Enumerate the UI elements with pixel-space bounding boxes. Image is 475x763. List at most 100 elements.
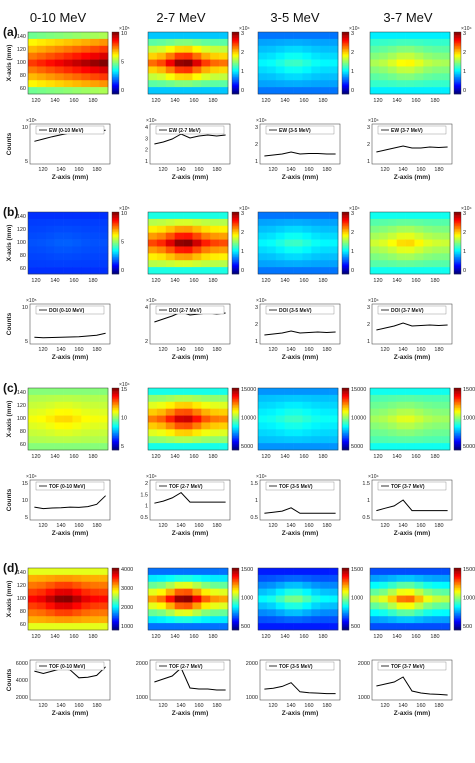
line-x-axis-label: Z-axis (mm) bbox=[52, 174, 88, 181]
colorbar-segment bbox=[342, 602, 349, 604]
heatmap-cell bbox=[165, 394, 175, 403]
colorbar-segment bbox=[342, 38, 349, 41]
colorbar-segment bbox=[454, 76, 461, 79]
heatmap-cell bbox=[81, 588, 91, 596]
line-xtick-label: 140 bbox=[398, 347, 407, 353]
heatmap-cell bbox=[284, 394, 294, 403]
heatmap-cell bbox=[165, 602, 175, 610]
colorbar-segment bbox=[342, 412, 349, 415]
heatmap-cell bbox=[302, 574, 312, 583]
heatmap-cell bbox=[156, 73, 167, 81]
heatmap-xtick-label: 160 bbox=[299, 634, 308, 640]
series-line bbox=[264, 682, 336, 695]
heatmap-cell bbox=[284, 232, 294, 240]
colorbar-segment bbox=[112, 267, 119, 270]
colorbar-segment bbox=[342, 398, 349, 401]
heatmap-xtick-label: 160 bbox=[69, 634, 78, 640]
colorbar-segment bbox=[342, 612, 349, 615]
line-xtick-label: 140 bbox=[56, 523, 65, 529]
heatmap-cell bbox=[284, 80, 294, 88]
colorbar-segment bbox=[342, 230, 349, 233]
heatmap-cell bbox=[81, 388, 91, 396]
heatmap-cell bbox=[28, 73, 38, 81]
column-header-3-5-mev: 3-5 MeV bbox=[270, 10, 319, 25]
colorbar-segment bbox=[454, 448, 461, 451]
heatmap-cell bbox=[148, 436, 158, 444]
heatmap-cell bbox=[36, 87, 47, 95]
heatmap-cell bbox=[405, 32, 415, 40]
heatmap-cell bbox=[45, 616, 55, 624]
colorbar-segment bbox=[232, 64, 239, 67]
colorbar-segment bbox=[454, 272, 461, 275]
colorbar-segment bbox=[454, 213, 461, 216]
heatmap-cell bbox=[432, 422, 442, 430]
colorbar-segment bbox=[342, 270, 349, 273]
heatmap-cell bbox=[183, 260, 193, 268]
heatmap-cell bbox=[148, 267, 158, 275]
heatmap-ytick-label: 120 bbox=[17, 227, 26, 233]
heatmap-cell bbox=[423, 232, 433, 240]
colorbar-segment bbox=[232, 431, 239, 434]
heatmap-cell bbox=[414, 429, 424, 437]
colorbar-segment bbox=[454, 420, 461, 423]
colorbar-segment bbox=[112, 588, 119, 590]
colorbar-segment bbox=[232, 42, 239, 45]
colorbar-segment bbox=[232, 244, 239, 247]
heatmap-cell bbox=[441, 401, 451, 409]
colorbar-segment bbox=[112, 577, 119, 580]
heatmap-cell bbox=[99, 443, 109, 451]
colorbar-segment bbox=[454, 394, 461, 397]
heatmap-cell bbox=[320, 45, 330, 53]
heatmap-cell bbox=[311, 568, 321, 576]
heatmap-cell bbox=[45, 436, 55, 444]
colorbar-segment bbox=[342, 81, 349, 84]
heatmap-cell bbox=[183, 246, 193, 254]
colorbar-segment bbox=[342, 272, 349, 275]
colorbar-tick-label: 3 bbox=[463, 31, 466, 37]
colorbar-segment bbox=[342, 583, 349, 586]
heatmap-cell bbox=[210, 443, 220, 451]
heatmap-cell bbox=[329, 422, 339, 430]
heatmap-cell bbox=[387, 59, 397, 67]
heatmap-cell bbox=[311, 45, 321, 53]
heatmap-xtick-label: 180 bbox=[318, 454, 327, 460]
heatmap-cell bbox=[414, 52, 424, 60]
heatmap-cell bbox=[432, 394, 442, 403]
colorbar-segment bbox=[342, 44, 349, 47]
heatmap-cell bbox=[54, 568, 64, 576]
heatmap-cell bbox=[432, 232, 442, 240]
heatmap-cell bbox=[81, 581, 91, 589]
heatmap-cell bbox=[405, 415, 415, 423]
heatmap-cell bbox=[72, 239, 82, 247]
line-xtick-label: 140 bbox=[286, 523, 295, 529]
colorbar-segment bbox=[112, 70, 119, 73]
heatmap-cell bbox=[183, 253, 193, 261]
series-line bbox=[154, 133, 226, 145]
colorbar-segment bbox=[112, 73, 119, 76]
colorbar-segment bbox=[112, 56, 119, 59]
heatmap-cell bbox=[302, 87, 312, 95]
heatmap-cell bbox=[192, 574, 202, 583]
colorbar-segment bbox=[112, 253, 119, 256]
heatmap-cell bbox=[266, 616, 277, 624]
heatmap-cell bbox=[293, 408, 303, 416]
colorbar-segment bbox=[454, 33, 461, 36]
series-line bbox=[264, 330, 336, 336]
heatmap-cell bbox=[302, 260, 312, 268]
colorbar-tick-label: 2000 bbox=[121, 605, 133, 611]
line-ytick-label: 1.5 bbox=[140, 492, 148, 498]
heatmap-cell bbox=[378, 73, 389, 81]
line-xtick-label: 180 bbox=[322, 167, 331, 173]
heatmap-cell bbox=[320, 212, 330, 220]
colorbar-segment bbox=[342, 269, 349, 272]
colorbar-segment bbox=[342, 229, 349, 231]
colorbar-segment bbox=[232, 232, 239, 234]
heatmap-cell bbox=[36, 59, 47, 67]
heatmap-cell bbox=[201, 225, 211, 233]
heatmap-cell bbox=[192, 581, 202, 589]
heatmap-frame bbox=[369, 211, 451, 275]
heatmap-cell bbox=[414, 602, 424, 610]
heatmap-ytick-label: 100 bbox=[17, 596, 26, 602]
